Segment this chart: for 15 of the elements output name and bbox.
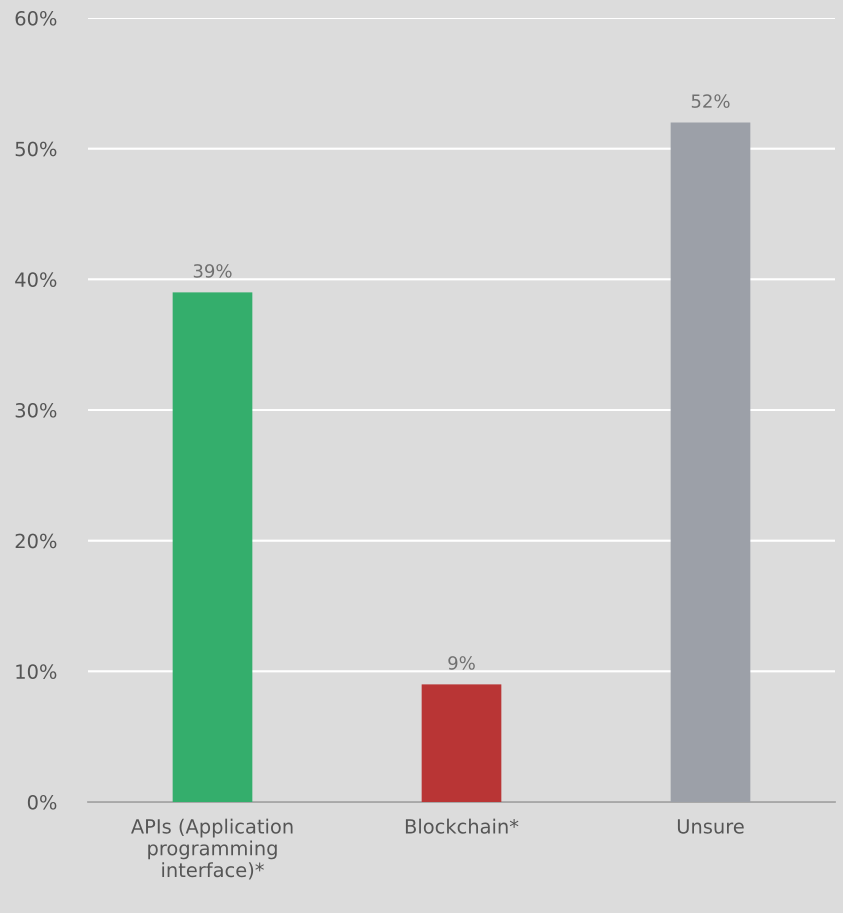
data-label: 9% — [448, 656, 475, 670]
y-tick-label: 20% — [16, 534, 56, 548]
x-tick-label: Unsure — [678, 819, 744, 834]
y-tick-label: 60% — [16, 10, 56, 26]
y-tick-label: 50% — [16, 142, 56, 156]
x-tick-label: Blockchain* — [406, 818, 518, 834]
bar — [172, 292, 252, 802]
y-tick-label: 30% — [16, 402, 56, 418]
x-tick-label: APIs (Application programming interface)* — [131, 818, 292, 880]
y-tick-label: 40% — [15, 272, 56, 287]
data-label: 52% — [692, 94, 730, 108]
y-tick-label: 0% — [28, 794, 56, 810]
y-tick-label: 10% — [16, 664, 56, 679]
bar — [422, 684, 502, 802]
data-label: 39% — [194, 264, 232, 278]
